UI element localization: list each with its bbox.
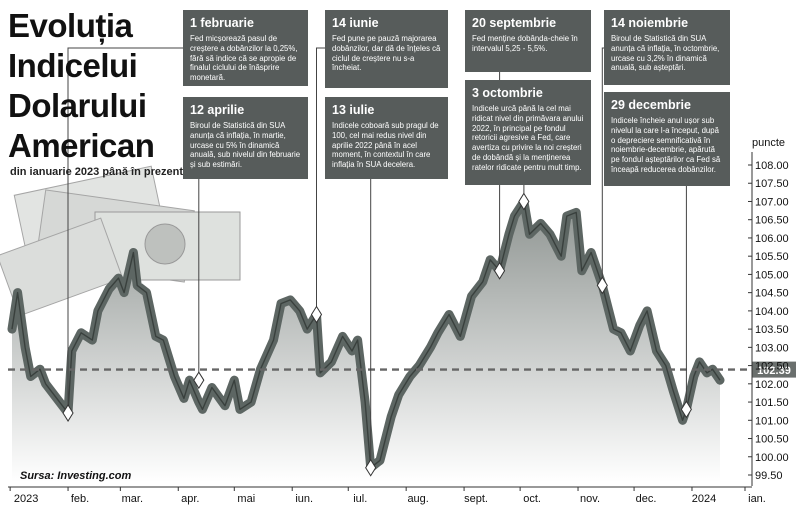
annotation-text: Indicele urcă până la cel mai ridicat ni…	[472, 104, 584, 172]
y-tick-label: 102.50	[755, 361, 789, 373]
x-tick-label: dec.	[636, 493, 657, 505]
x-tick-label: aug.	[407, 493, 428, 505]
x-tick-label: oct.	[523, 493, 541, 505]
annotation-text: Biroul de Statistică din SUA anunța că i…	[190, 121, 301, 170]
event-marker-diamond	[365, 458, 377, 477]
annotation-box: 3 octombrie Indicele urcă până la cel ma…	[465, 80, 591, 185]
area-fill	[12, 201, 720, 482]
event-marker-diamond	[680, 400, 692, 419]
event-marker-diamond	[493, 261, 506, 280]
x-tick-label: apr.	[181, 493, 199, 505]
y-tick-label: 102.00	[755, 379, 789, 391]
annotation-box: 13 iulie Indicele coboară sub pragul de …	[325, 97, 448, 179]
y-tick-label: 104.00	[755, 306, 789, 318]
annotation-box: 29 decembrie Indicele încheie anul ușor …	[604, 92, 730, 186]
money-illustration	[0, 165, 241, 317]
annotation-date: 20 septembrie	[472, 16, 557, 30]
x-tick-label: mai	[237, 493, 255, 505]
y-tick-label: 105.50	[755, 251, 789, 263]
annotation-box: 1 februarie Fed micșorează pasul de creș…	[183, 10, 308, 86]
annotation-box: 12 aprilie Biroul de Statistică din SUA …	[183, 97, 308, 179]
annotation-date: 14 iunie	[332, 16, 379, 30]
y-tick-label: 99.50	[755, 470, 783, 482]
annotation-box: 14 noiembrie Biroul de Statistică din SU…	[604, 10, 730, 85]
x-tick-label: feb.	[71, 493, 89, 505]
annotation-date: 12 aprilie	[190, 103, 245, 117]
x-tick-label: nov.	[580, 493, 600, 505]
event-marker-diamond	[193, 371, 205, 390]
source-note: Sursa: Investing.com	[20, 470, 132, 482]
plot-area: 102.39	[7, 197, 796, 482]
x-tick-label: 2023	[14, 493, 38, 505]
annotation-pointer	[316, 47, 325, 307]
y-tick-label: 101.50	[755, 397, 789, 409]
x-tick-label: 2024	[692, 493, 716, 505]
y-tick-label: 101.00	[755, 415, 789, 427]
y-tick-label: 106.50	[755, 215, 789, 227]
annotation-box: 20 septembrie Fed menține dobânda-cheie …	[465, 10, 591, 72]
y-tick-label: 100.00	[755, 452, 789, 464]
title-line: Indicelui	[8, 47, 138, 84]
x-tick-label: ian.	[748, 493, 766, 505]
annotation-date: 14 noiembrie	[611, 16, 689, 30]
annotation-text: Biroul de Statistică din SUA anunța că i…	[611, 34, 720, 73]
annotation-date: 29 decembrie	[611, 98, 691, 112]
y-tick-label: 100.50	[755, 434, 789, 446]
title-line: Evoluția	[8, 7, 133, 44]
annotation-date: 13 iulie	[332, 103, 375, 117]
y-tick-label: 103.50	[755, 324, 789, 336]
annotation-pointer	[67, 47, 183, 405]
x-tick-label: mar.	[122, 493, 143, 505]
event-marker-diamond	[62, 404, 74, 422]
y-tick-label: 108.00	[755, 160, 789, 172]
x-tick-label: iul.	[353, 493, 367, 505]
y-tick-label: 106.00	[755, 233, 789, 245]
annotation-date: 1 februarie	[190, 16, 254, 30]
y-tick-label: 107.50	[755, 178, 789, 190]
annotation-text: Fed menține dobânda-cheie în intervalul …	[472, 34, 578, 53]
annotation-pointer	[601, 47, 604, 278]
axes: puncte 108.00 107.50 107.00 106.50 106.00 105.…	[8, 137, 789, 505]
x-tick-label: iun.	[295, 493, 313, 505]
series-line-edge	[11, 200, 721, 469]
y-tick-label: 104.50	[755, 288, 789, 300]
annotation-date: 3 octombrie	[472, 86, 543, 100]
y-tick-label: 107.00	[755, 196, 789, 208]
annotation-text: Indicele coboară sub pragul de 100, cel …	[332, 121, 439, 170]
current-value-label: 102.39	[757, 365, 791, 377]
current-value-badge	[752, 361, 796, 378]
title-line: American	[8, 127, 155, 164]
event-marker-diamond	[518, 192, 530, 211]
y-tick-label: 105.00	[755, 269, 789, 281]
annotation-box: 14 iunie Fed pune pe pauză majorarea dob…	[325, 10, 448, 88]
event-marker-diamond	[596, 276, 608, 295]
annotation-text: Fed micșorează pasul de creștere a dobân…	[190, 34, 298, 83]
chart-subtitle: din ianuarie 2023 până în prezent	[10, 166, 183, 178]
chart-title: Evoluția Indicelui Dolarului American	[8, 6, 155, 166]
y-tick-label: 103.00	[755, 342, 789, 354]
annotation-text: Indicele încheie anul ușor sub nivelul l…	[611, 116, 721, 174]
annotation-text: Fed pune pe pauză majorarea dobânzilor, …	[332, 34, 441, 73]
y-axis-label: puncte	[752, 137, 785, 149]
x-tick-label: sept.	[464, 493, 488, 505]
event-marker-diamond	[310, 305, 323, 324]
title-line: Dolarului	[8, 87, 147, 124]
